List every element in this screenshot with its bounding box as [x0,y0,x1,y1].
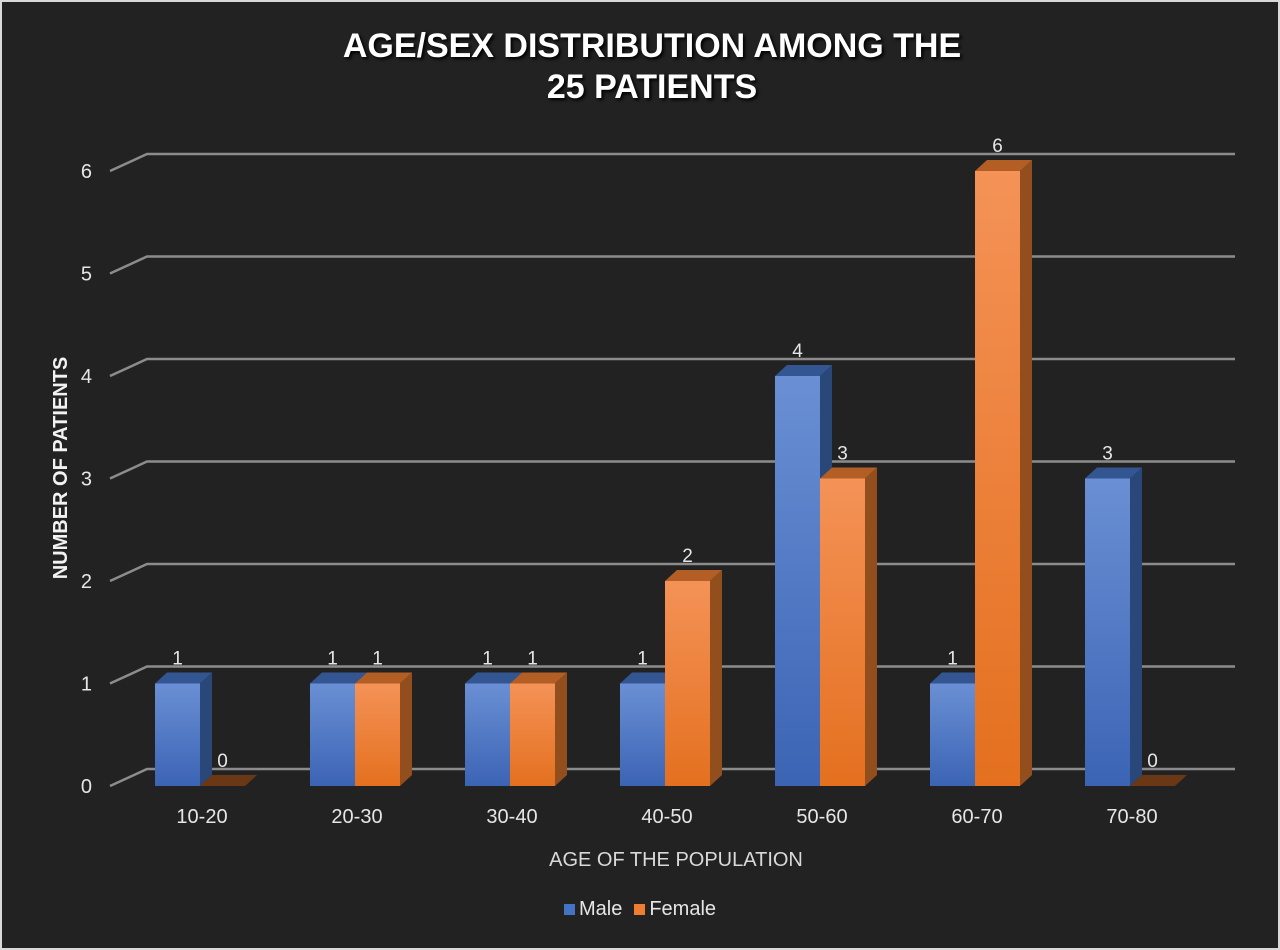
y-axis-ticks: 0 1 2 3 4 5 6 [81,161,92,798]
bar-side-female-40-50 [710,570,722,786]
bar-top-male-70-80 [1085,467,1142,479]
data-label-female-70-80: 0 [1147,751,1158,772]
bar-top-female-60-70 [975,160,1032,171]
y-tick-label-3: 3 [81,469,92,491]
legend-label-male: Male [578,898,623,920]
legend-swatch-female [634,904,646,915]
bar-top-male-30-40 [465,672,522,684]
bar-male-60-70 [930,683,975,786]
bar-male-70-80 [1085,478,1130,786]
gridline-3 [109,460,1235,480]
bar-top-male-20-30 [310,672,367,684]
legend-item-male: Male [563,898,623,921]
y-tick-label-4: 4 [81,366,92,388]
bars [155,160,1187,786]
bar-side-male-70-80 [1130,467,1142,786]
gridline-6 [109,152,1235,173]
bar-male-10-20 [155,683,200,786]
bar-male-20-30 [310,683,355,786]
chart-title-line-2: 25 PATIENTS [546,68,758,106]
bar-top-male-10-20 [155,672,212,684]
x-axis-ticks: 10-20 20-30 30-40 40-50 50-60 60-70 70-80 [176,806,1157,828]
data-label-male-70-80: 3 [1102,444,1113,465]
bar-female-50-60 [820,478,865,786]
bar-female-30-40 [510,683,555,786]
data-label-female-20-30: 1 [372,649,383,670]
x-tick-label-20-30: 20-30 [331,806,382,828]
x-tick-label-10-20: 10-20 [176,806,227,828]
x-axis-title: AGE OF THE POPULATION [549,849,803,871]
bar-top-female-70-80 [1130,775,1187,786]
y-tick-label-5: 5 [81,264,92,286]
chart-title-line-1: AGE/SEX DISTRIBUTION AMONG THE [342,27,962,65]
y-tick-label-2: 2 [81,571,92,593]
x-tick-label-30-40: 30-40 [486,806,537,828]
bar-male-30-40 [465,683,510,786]
bar-female-60-70 [975,171,1020,786]
bar-top-female-30-40 [510,672,567,684]
y-tick-label-0: 0 [81,776,92,798]
bar-side-male-10-20 [200,672,212,786]
data-label-male-30-40: 1 [482,649,493,670]
x-tick-label-50-60: 50-60 [796,806,847,828]
bar-top-female-20-30 [355,672,412,684]
bar-top-male-50-60 [775,365,832,376]
y-tick-label-1: 1 [81,674,92,696]
legend-item-female: Female [634,898,716,921]
x-tick-label-70-80: 70-80 [1106,806,1157,828]
bar-top-female-50-60 [820,467,877,479]
data-label-male-10-20: 1 [172,649,183,670]
bar-top-female-10-20 [200,775,257,786]
data-label-female-30-40: 1 [527,649,538,670]
data-label-female-40-50: 2 [682,546,693,567]
gridline-5 [109,255,1235,275]
chart-title: AGE/SEX DISTRIBUTION AMONG THE 25 PATIEN… [2,26,1280,108]
legend: Male Female [0,898,1280,921]
legend-label-female: Female [649,898,717,920]
y-tick-label-6: 6 [81,161,92,183]
data-label-female-50-60: 3 [837,444,848,465]
bar-side-female-20-30 [400,672,412,786]
bar-side-female-50-60 [865,467,877,786]
bar-side-female-30-40 [555,672,567,786]
bar-female-20-30 [355,683,400,786]
gridline-4 [109,357,1235,378]
bar-top-female-40-50 [665,570,722,581]
data-label-male-50-60: 4 [792,341,803,362]
data-label-male-40-50: 1 [637,649,648,670]
x-tick-label-60-70: 60-70 [951,806,1002,828]
x-tick-label-40-50: 40-50 [641,806,692,828]
data-labels: 1 0 1 1 1 1 1 2 4 3 1 6 3 0 [172,136,1158,772]
bar-female-40-50 [665,581,710,786]
bar-male-50-60 [775,376,820,786]
data-label-female-60-70: 6 [992,136,1003,157]
bar-top-male-40-50 [620,672,677,684]
bar-side-female-60-70 [1020,160,1032,786]
bar-top-male-60-70 [930,672,987,684]
y-axis-title: NUMBER OF PATIENTS [50,357,72,580]
data-label-male-60-70: 1 [947,649,958,670]
legend-swatch-male [563,904,575,915]
data-label-male-20-30: 1 [327,649,338,670]
bar-male-40-50 [620,683,665,786]
data-label-female-10-20: 0 [217,751,228,772]
